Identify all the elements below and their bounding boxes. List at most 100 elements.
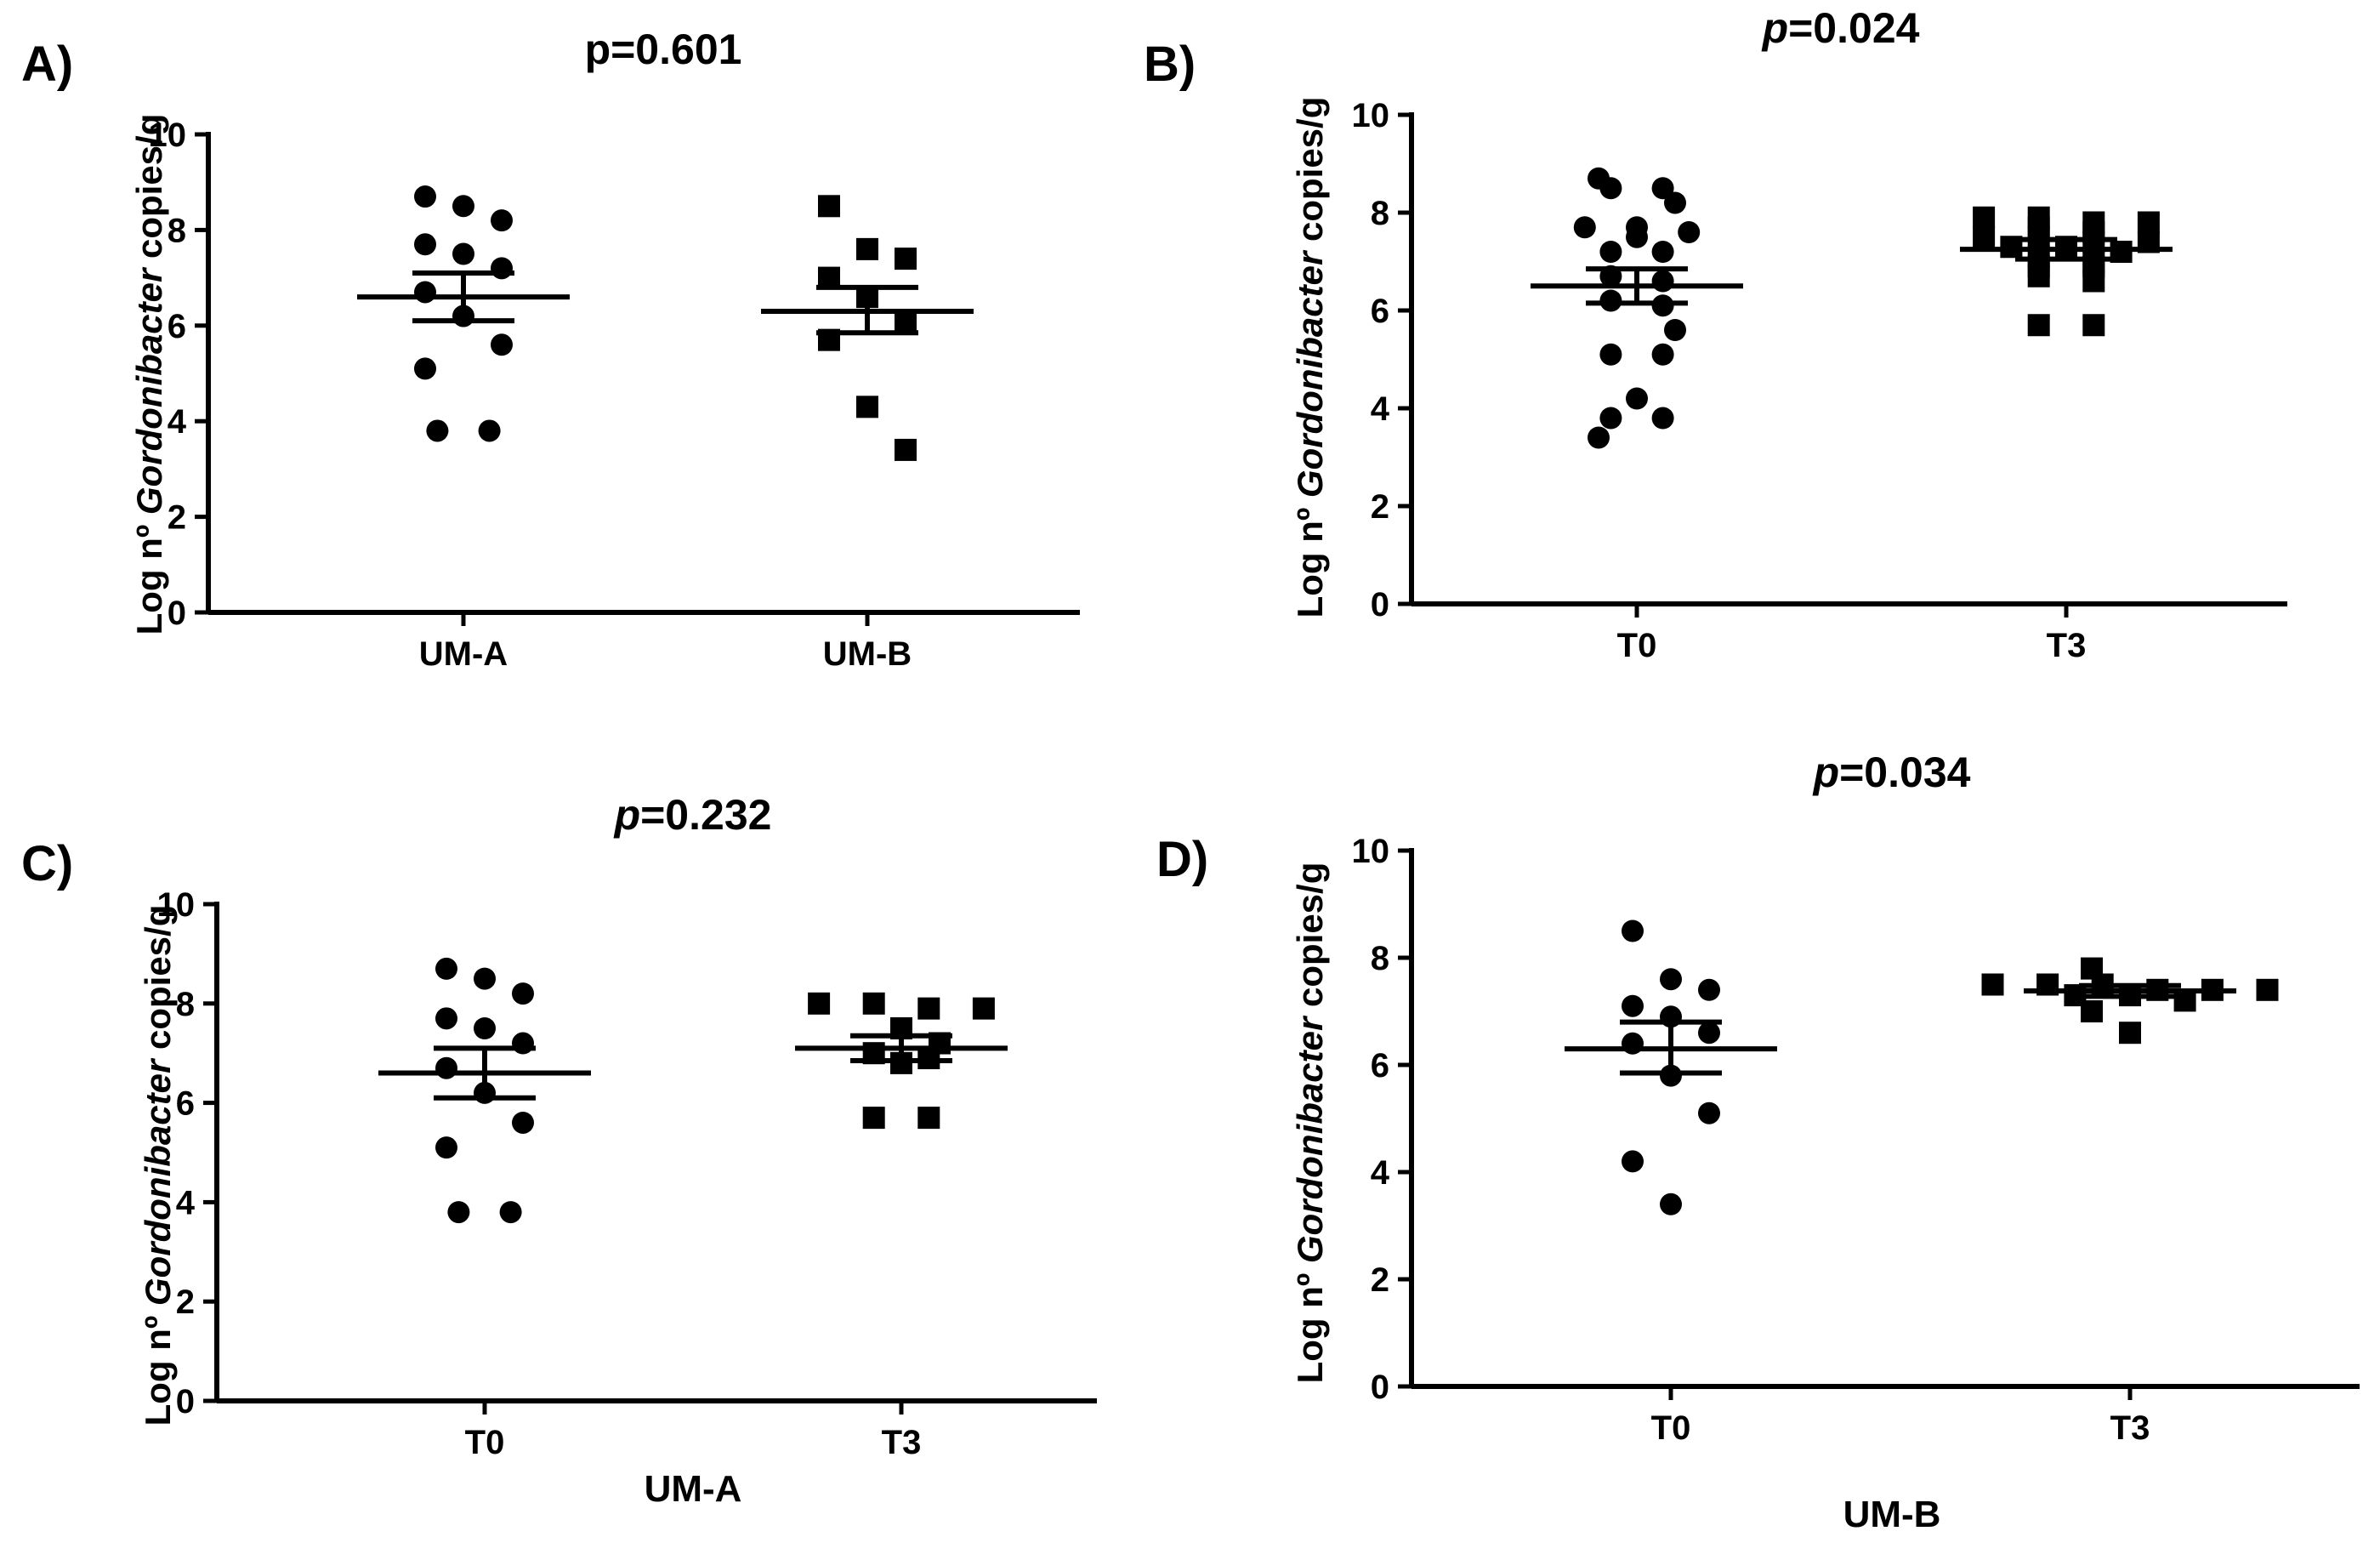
data-point (1651, 177, 1674, 200)
p-value-title: p=0.034 (1812, 749, 1971, 796)
panel-letter: B) (1144, 37, 1196, 92)
y-tick-label: 10 (1352, 833, 1390, 870)
data-point (1973, 225, 1996, 248)
data-point (856, 237, 878, 260)
data-point (1698, 1101, 1720, 1124)
panel-2: B) p=0.024 0 2 4 6 8 10 Log nº Gordonibacter cop… (1144, 4, 2287, 664)
y-tick-label: 6 (1371, 1047, 1389, 1084)
y-tick-label: 2 (1371, 488, 1389, 526)
p-value-title: p=0.601 (585, 26, 742, 73)
data-point (414, 357, 436, 380)
data-point (512, 982, 534, 1005)
data-point (1626, 387, 1648, 410)
data-point (2119, 1022, 2141, 1045)
y-label-suffix: copies/g (138, 905, 178, 1060)
data-point (1664, 319, 1686, 341)
y-tick-label: 8 (168, 212, 186, 249)
data-point (862, 992, 885, 1015)
data-point (1664, 191, 1686, 214)
data-point (2137, 211, 2160, 234)
x-tick-label: T3 (2047, 627, 2087, 664)
y-label-genus: Gordonibacter (129, 266, 169, 515)
y-tick-label: 2 (176, 1284, 195, 1321)
panel-4: D) p=0.034 0 2 4 6 8 10 Log nº Gordonibacter cop… (1156, 749, 2360, 1535)
data-point (1651, 270, 1674, 293)
data-point (414, 185, 436, 208)
data-point (512, 1032, 534, 1055)
data-point (435, 1136, 457, 1159)
p-value-title: p=0.232 (613, 791, 772, 839)
data-point (972, 997, 995, 1020)
y-tick-label: 4 (176, 1184, 196, 1221)
x-axis-title: UM-B (1843, 1494, 1941, 1535)
series-T0 (1565, 919, 1777, 1215)
data-point (1599, 343, 1622, 366)
data-point (1678, 221, 1701, 243)
data-point (414, 281, 436, 304)
y-tick-label: 6 (168, 308, 186, 345)
data-point (1651, 343, 1674, 366)
x-tick-label: T3 (2110, 1409, 2150, 1447)
data-point (808, 992, 831, 1015)
y-label-suffix: copies/g (1290, 862, 1330, 1017)
data-point (1698, 978, 1720, 1001)
data-point (2082, 314, 2105, 337)
p-symbol: p (585, 26, 611, 73)
series-T0 (1531, 167, 1743, 449)
y-label-suffix: copies/g (1290, 97, 1330, 252)
y-tick-label: 4 (168, 403, 187, 441)
y-tick-label: 2 (1371, 1261, 1389, 1299)
data-point (862, 1107, 885, 1130)
data-point (1981, 973, 2004, 996)
y-label-prefix: Log nº (129, 515, 169, 635)
data-point (2081, 1000, 2103, 1022)
data-point (1651, 241, 1674, 263)
data-point (917, 1107, 940, 1130)
data-point (1651, 407, 1674, 430)
data-point (1599, 177, 1622, 200)
data-point (478, 419, 501, 442)
y-axis-label: Log nº Gordonibacter copies/g (1290, 97, 1330, 618)
data-point (491, 257, 513, 280)
p-value: =0.034 (1839, 749, 1971, 796)
series-T3 (1981, 957, 2279, 1045)
data-point (1660, 1193, 1682, 1215)
x-axis-title: UM-A (645, 1468, 742, 1510)
series-T3 (1960, 206, 2173, 337)
x-tick-label: T3 (882, 1424, 922, 1461)
data-point (1599, 241, 1622, 263)
panel-letter: C) (21, 836, 73, 891)
p-value-title: p=0.024 (1761, 4, 1920, 52)
data-point (1573, 216, 1596, 239)
y-label-prefix: Log nº (1290, 498, 1330, 618)
y-tick-label: 0 (176, 1383, 195, 1420)
y-tick-label: 10 (157, 886, 196, 924)
y-axis-label: Log nº Gordonibacter copies/g (1290, 862, 1330, 1384)
data-point (1626, 225, 1648, 248)
panel-letter: A) (21, 37, 73, 92)
data-point (452, 195, 474, 218)
series-T3 (795, 992, 1008, 1130)
y-tick-label: 2 (168, 499, 186, 537)
data-point (1599, 407, 1622, 430)
data-point (452, 242, 474, 265)
data-point (1660, 968, 1682, 991)
y-tick-label: 10 (1352, 97, 1390, 134)
data-point (435, 1056, 457, 1079)
y-tick-label: 8 (1371, 940, 1389, 977)
data-point (1622, 919, 1644, 942)
x-tick-label: T0 (1617, 627, 1657, 664)
data-point (474, 1017, 496, 1039)
data-point (2027, 265, 2050, 287)
y-tick-label: 6 (1371, 293, 1389, 330)
data-point (491, 209, 513, 232)
data-point (447, 1201, 470, 1224)
p-symbol: p (1812, 749, 1840, 796)
panel-letter: D) (1156, 832, 1208, 887)
y-tick-label: 4 (1371, 390, 1390, 428)
series-UM-B (761, 195, 974, 461)
data-point (1660, 1064, 1682, 1087)
y-tick-label: 0 (1371, 1369, 1389, 1406)
y-label-prefix: Log nº (138, 1306, 178, 1426)
data-point (499, 1201, 522, 1224)
